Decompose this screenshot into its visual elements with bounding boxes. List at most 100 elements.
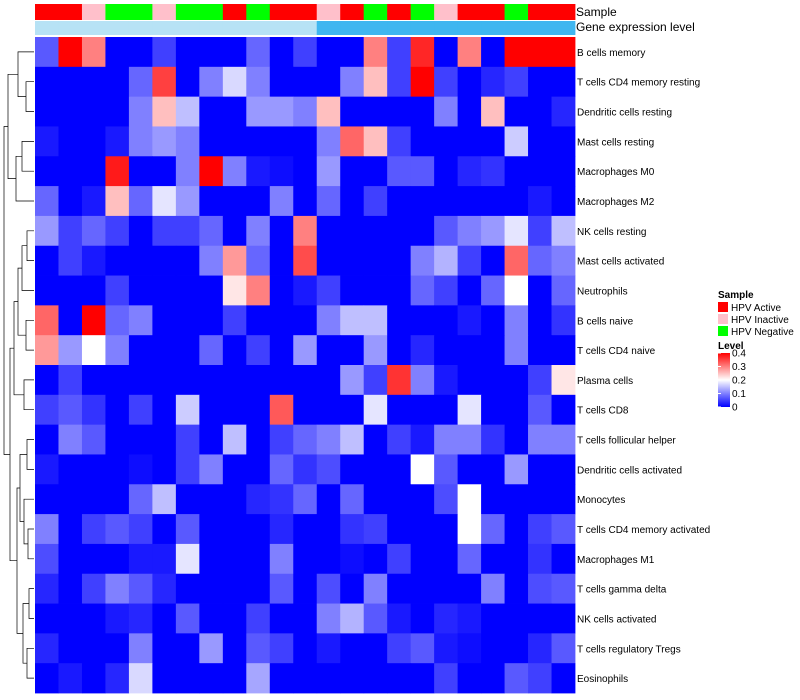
heatmap-cell-r10-c17 [434, 335, 459, 366]
heatmap-cell-r9-c3 [105, 305, 130, 336]
heatmap-cell-r14-c15 [387, 454, 412, 485]
heatmap-cell-r9-c2 [81, 305, 106, 336]
heatmap-cell-r16-c3 [105, 514, 130, 545]
gene-expression-cell-10 [269, 21, 294, 35]
heatmap-cell-r4-c3 [105, 156, 130, 187]
heatmap-cell-r13-c13 [340, 424, 365, 455]
heatmap-cell-r11-c5 [152, 365, 177, 396]
heatmap-cell-r1-c21 [528, 66, 552, 98]
heatmap-cell-r12-c19 [481, 394, 505, 426]
heatmap-cell-r9-c7 [199, 305, 224, 336]
heatmap-cell-r18-c19 [481, 573, 505, 604]
heatmap-cell-r18-c10 [269, 573, 294, 604]
heatmap-cell-r15-c18 [457, 484, 482, 515]
gene-expression-cell-1 [58, 21, 83, 35]
heatmap-cell-r20-c5 [152, 633, 177, 664]
heatmap-cell-r9-c6 [175, 305, 200, 336]
heatmap-cell-r17-c11 [293, 543, 318, 575]
heatmap-cell-r2-c0 [35, 96, 59, 127]
heatmap-cell-r4-c21 [528, 156, 552, 187]
heatmap-cell-r19-c7 [199, 603, 224, 634]
row-label-12: T cells CD8 [577, 406, 629, 417]
heatmap-cell-r14-c22 [551, 454, 576, 485]
heatmap-cell-r6-c8 [222, 215, 247, 247]
heatmap-cell-r21-c19 [481, 663, 505, 694]
heatmap-cell-r5-c5 [152, 186, 177, 217]
heatmap-cell-r19-c8 [222, 603, 247, 634]
heatmap-cell-r1-c22 [551, 66, 576, 98]
heatmap-cell-r15-c5 [152, 484, 177, 515]
heatmap-cell-r5-c9 [246, 186, 271, 217]
dendrogram-branch-17 [22, 603, 29, 664]
gene-expression-cell-16 [410, 21, 435, 35]
heatmap-cell-r6-c22 [551, 215, 576, 247]
heatmap-cell-r13-c18 [457, 424, 482, 455]
heatmap-cell-r5-c18 [457, 186, 482, 217]
heatmap-cell-r19-c12 [316, 603, 341, 634]
heatmap-cell-r18-c11 [293, 573, 318, 604]
heatmap-cell-r20-c20 [504, 633, 529, 664]
heatmap-cell-r16-c9 [246, 514, 271, 545]
heatmap-cell-r16-c15 [387, 514, 412, 545]
legend-label-1: HPV Inactive [731, 315, 789, 326]
heatmap-cell-r10-c9 [246, 335, 271, 366]
heatmap-cell-r1-c13 [340, 66, 365, 98]
heatmap-cell-r21-c16 [410, 663, 435, 694]
heatmap-cell-r5-c4 [128, 186, 153, 217]
heatmap-cell-r20-c16 [410, 633, 435, 664]
heatmap-cell-r11-c11 [293, 365, 318, 396]
row-label-21: Eosinophils [577, 674, 628, 685]
sample-annotation-cell-6 [175, 4, 200, 20]
sample-annotation-cell-19 [481, 4, 505, 20]
heatmap-cell-r15-c17 [434, 484, 459, 515]
heatmap-cell-r1-c18 [457, 66, 482, 98]
heatmap-cell-r11-c14 [363, 365, 388, 396]
heatmap-cell-r16-c10 [269, 514, 294, 545]
legend-label-2: HPV Negative [731, 327, 794, 338]
heatmap-cell-r20-c9 [246, 633, 271, 664]
heatmap-cell-r1-c10 [269, 66, 294, 98]
heatmap-cell-r20-c13 [340, 633, 365, 664]
heatmap-cell-r13-c20 [504, 424, 529, 455]
gene-expression-cell-3 [105, 21, 130, 35]
heatmap-cell-r16-c13 [340, 514, 365, 545]
sample-annotation-cell-20 [504, 4, 529, 20]
heatmap-cell-r19-c3 [105, 603, 130, 634]
dendrogram-branch-11 [26, 439, 34, 470]
heatmap-cell-r19-c14 [363, 603, 388, 634]
sample-annotation-cell-18 [457, 4, 482, 20]
heatmap-cell-r0-c11 [293, 37, 318, 68]
gene-expression-cell-20 [504, 21, 529, 35]
heatmap-cell-r18-c14 [363, 573, 388, 604]
row-dendrogram [3, 51, 34, 679]
legend-level-ticks: 0.4 0.3 0.2 0.1 0 [718, 349, 746, 414]
heatmap-cell-r6-c3 [105, 215, 130, 247]
heatmap-cell-r18-c18 [457, 573, 482, 604]
heatmap-cell-r17-c13 [340, 543, 365, 575]
row-label-11: Plasma cells [577, 376, 633, 387]
heatmap-cell-r0-c2 [81, 37, 106, 68]
heatmap-cell-r15-c12 [316, 484, 341, 515]
heatmap-cell-r9-c13 [340, 305, 365, 336]
legend-label-0: HPV Active [731, 303, 781, 314]
heatmap-cell-r15-c15 [387, 484, 412, 515]
heatmap-cell-r7-c15 [387, 245, 412, 276]
heatmap-cell-r8-c17 [434, 275, 459, 306]
legend-tick-label-2: 0.2 [732, 376, 746, 387]
sample-annotation-cell-11 [293, 4, 318, 20]
heatmap-cell-r19-c9 [246, 603, 271, 634]
heatmap-cell-r20-c1 [58, 633, 83, 664]
heatmap-cell-r9-c8 [222, 305, 247, 336]
heatmap-cell-r9-c21 [528, 305, 552, 336]
heatmap-cell-r7-c14 [363, 245, 388, 276]
heatmap-cell-r8-c7 [199, 275, 224, 306]
heatmap-cell-r16-c5 [152, 514, 177, 545]
heatmap-cell-r21-c20 [504, 663, 529, 694]
heatmap-cell-r16-c19 [481, 514, 505, 545]
heatmap-cell-r11-c20 [504, 365, 529, 396]
heatmap-cell-r12-c7 [199, 394, 224, 426]
heatmap-cell-r17-c1 [58, 543, 83, 575]
heatmap-cell-r1-c1 [58, 66, 83, 98]
heatmap-cell-r17-c14 [363, 543, 388, 575]
heatmap-cell-r4-c17 [434, 156, 459, 187]
